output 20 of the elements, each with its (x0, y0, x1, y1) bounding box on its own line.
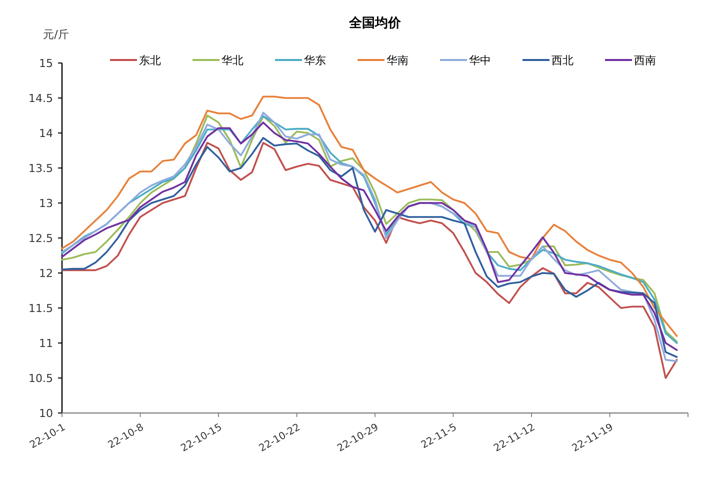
legend-label: 华南 (386, 54, 408, 67)
y-tick-label: 11 (39, 337, 53, 350)
legend-label: 东北 (139, 54, 161, 67)
legend-label: 华北 (222, 54, 244, 67)
y-tick-label: 10.5 (28, 372, 53, 385)
legend-label: 华东 (304, 54, 326, 67)
y-tick-label: 12 (39, 267, 53, 280)
y-tick-label: 14.5 (28, 92, 53, 105)
y-tick-label: 12.5 (28, 232, 53, 245)
y-tick-label: 14 (39, 127, 53, 140)
legend-label: 西南 (634, 54, 656, 67)
chart-title: 全国均价 (348, 16, 402, 31)
y-tick-label: 11.5 (28, 302, 53, 315)
y-tick-label: 13 (39, 197, 53, 210)
y-tick-label: 13.5 (28, 162, 53, 175)
legend-label: 西北 (552, 54, 574, 67)
y-axis-title: 元/斤 (43, 28, 69, 41)
legend-label: 华中 (469, 54, 491, 67)
y-tick-label: 10 (39, 407, 53, 420)
y-tick-label: 15 (39, 57, 53, 70)
